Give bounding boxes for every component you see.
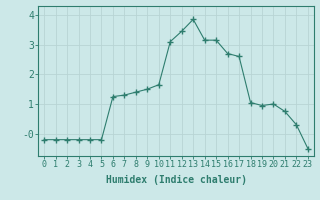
X-axis label: Humidex (Indice chaleur): Humidex (Indice chaleur) bbox=[106, 175, 246, 185]
